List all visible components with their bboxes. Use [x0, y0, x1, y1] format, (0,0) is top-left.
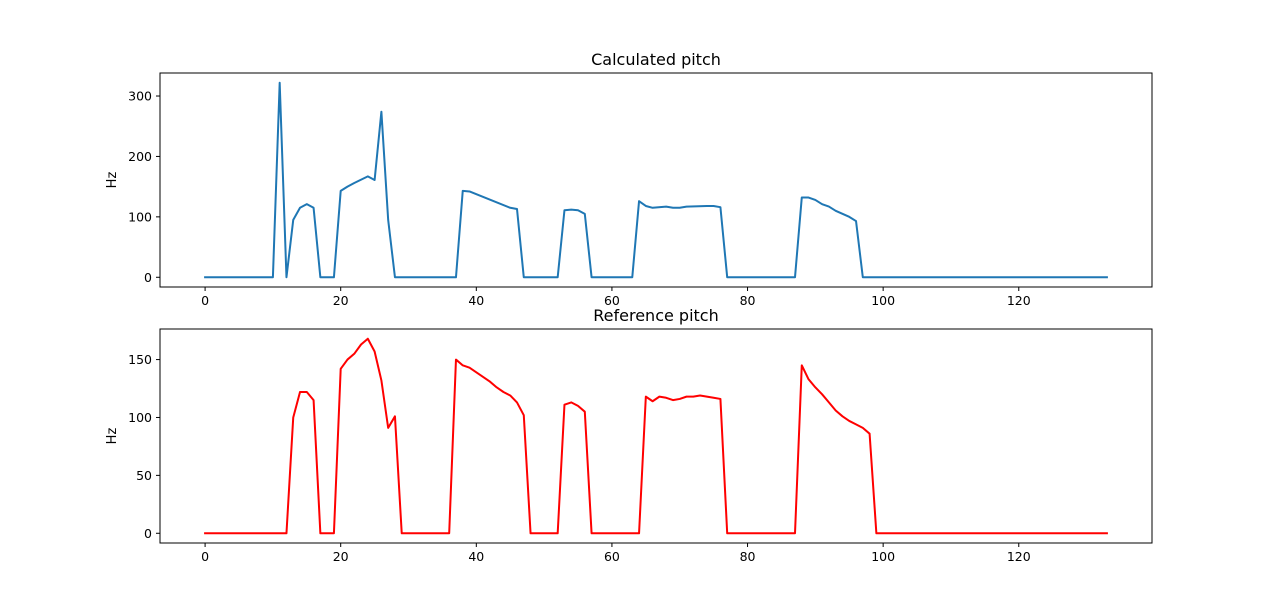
x-tick-label: 100 — [871, 549, 895, 564]
y-tick-label: 200 — [128, 149, 152, 164]
x-tick-label: 60 — [604, 549, 620, 564]
plot-frame — [159, 72, 1153, 288]
x-tick-label: 100 — [871, 293, 895, 308]
y-tick-label: 300 — [128, 89, 152, 104]
x-tick-label: 0 — [201, 549, 209, 564]
y-tick-label: 100 — [128, 410, 152, 425]
series-line — [204, 337, 1108, 535]
x-tick-label: 40 — [468, 293, 484, 308]
x-tick-label: 0 — [201, 293, 209, 308]
y-tick-label: 0 — [144, 270, 152, 285]
chart-title: Reference pitch — [593, 306, 718, 325]
y-tick-label: 100 — [128, 209, 152, 224]
y-tick-label: 150 — [128, 352, 152, 367]
reference-pitch-chart: Reference pitch Hz 0 20 40 60 80 100 120 0 50 100… — [105, 306, 1153, 564]
x-tick-label: 20 — [333, 293, 349, 308]
y-tick-label: 50 — [136, 468, 152, 483]
x-tick-label: 120 — [1007, 293, 1031, 308]
y-axis-label: Hz — [105, 172, 120, 189]
plot-frame — [159, 328, 1153, 544]
x-tick-label: 80 — [740, 549, 756, 564]
x-tick-label: 120 — [1007, 549, 1031, 564]
x-tick-label: 40 — [468, 549, 484, 564]
x-tick-label: 80 — [740, 293, 756, 308]
y-axis-label: Hz — [105, 428, 120, 445]
series-line — [204, 81, 1108, 279]
x-tick-label: 20 — [333, 549, 349, 564]
calculated-pitch-chart: Calculated pitch Hz 0 20 40 60 80 100 120 0 100 2… — [105, 50, 1153, 308]
y-tick-label: 0 — [144, 526, 152, 541]
chart-title: Calculated pitch — [591, 50, 721, 69]
x-tick-label: 60 — [604, 293, 620, 308]
